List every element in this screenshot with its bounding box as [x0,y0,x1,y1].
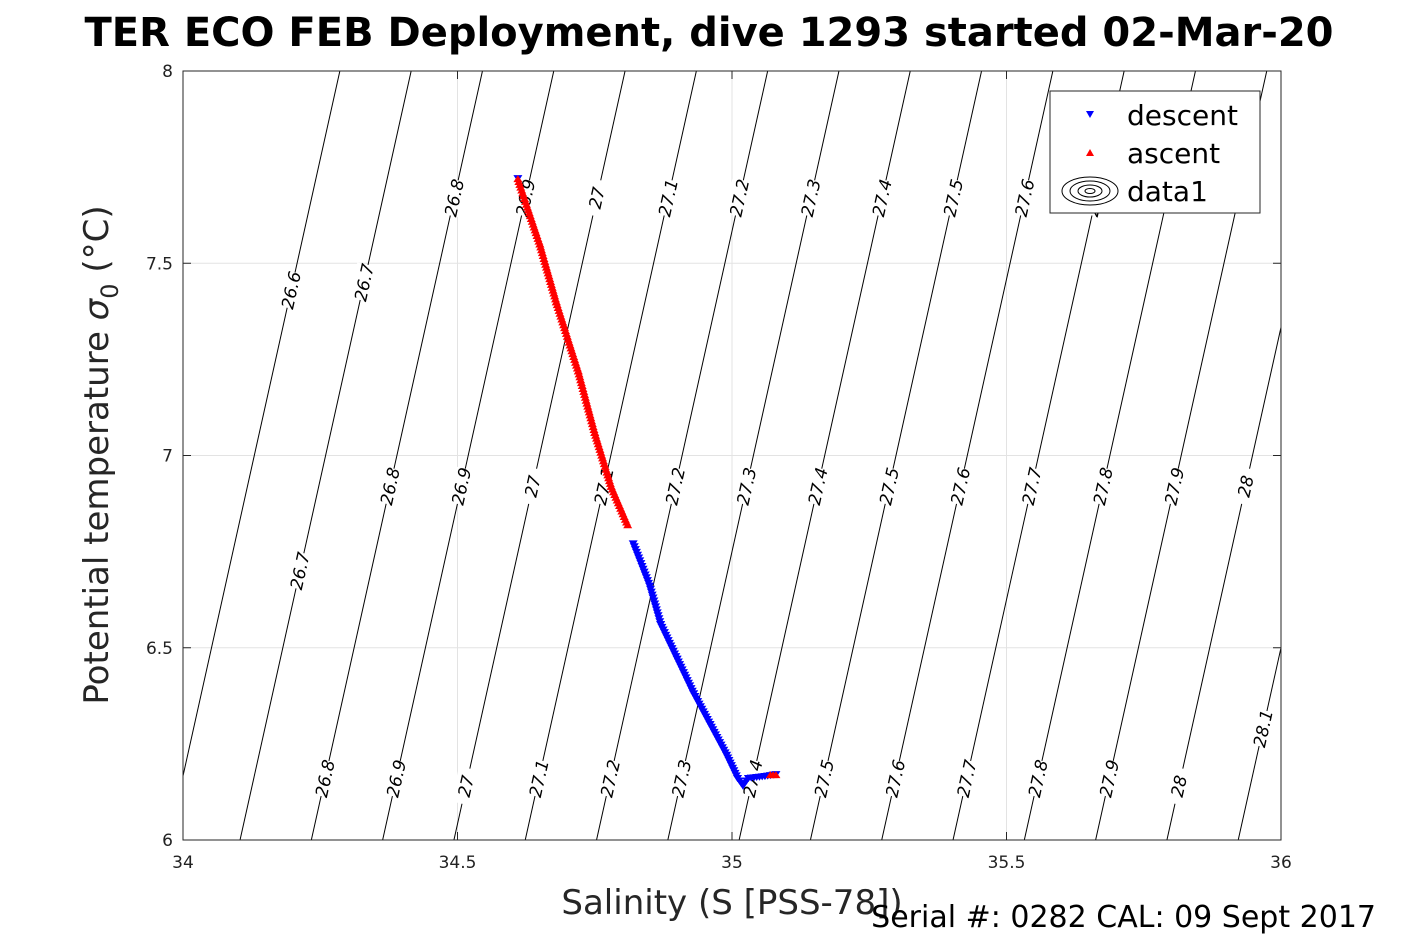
contour-label: 27 [586,185,610,211]
contour-label-bg [518,466,548,507]
legend-label-data1: data1 [1127,175,1208,208]
ascent-marker [623,521,633,529]
y-tick-label: 6.5 [146,639,173,659]
y-axis-label-unit: (°C) [77,205,117,272]
isopycnal-line [1166,325,1281,840]
contour-label-bg [381,758,411,799]
contour-label-bg [451,766,481,807]
contour-label: 28 [1168,773,1192,799]
contour-label-bg [285,550,315,591]
x-tick-label: 34.5 [439,853,477,873]
legend-contour-icon [1084,188,1096,194]
contour-label-bg [1009,177,1040,218]
legend-contour-icon [1061,176,1119,206]
contour-label-bg [349,262,379,303]
contour-label-bg [1094,758,1124,799]
x-tick-label: 35 [721,853,743,873]
isopycnal-line [1310,71,1417,840]
contour-label-bg [660,466,690,507]
legend-ascent-marker [1086,149,1094,156]
x-tick-label: 35.5 [988,853,1026,873]
contour-label-bg [653,177,683,218]
contour-label-bg [945,466,976,507]
contour-label-bg [524,758,554,799]
contour-label-bg [375,466,405,507]
y-tick-label: 7 [162,447,173,467]
contour-label-bg [1159,466,1189,507]
isopycnal-line [183,71,341,779]
contour-label-bg [880,758,911,799]
contour-label-bg [1164,766,1194,807]
contour-label-bg [809,758,839,799]
contour-label-bg [1230,466,1261,507]
x-tick-label: 36 [1270,853,1292,873]
contour-label-bg [867,177,897,218]
legend: descent ascent data1 [1049,90,1261,214]
legend-contour-icon [1069,180,1111,202]
y-tick-label: 7.5 [146,254,173,274]
contour-label-bg [938,177,968,218]
x-tick-label: 34 [172,853,194,873]
ascent-marker [771,771,781,779]
contour-label-bg [731,466,762,507]
axis-ticks: 34 34.5 35 35.5 36 6 6.5 7 7.5 8 [146,62,1292,873]
chart-title: TER ECO FEB Deployment, dive 1293 starte… [84,10,1333,56]
contour-label: 28 [1235,474,1259,500]
y-axis-label-symbol: σ [77,297,117,320]
contour-label-bg [1248,708,1278,749]
contour-label-bg [724,177,755,218]
contour-label-bg [1017,466,1047,507]
contour-label-bg [439,177,469,218]
contour-label-bg [446,466,476,507]
contour-label-bg [796,177,826,218]
legend-descent-marker [1086,111,1094,118]
data-series [513,175,781,790]
serial-cal-text: Serial #: 0282 CAL: 09 Sept 2017 [871,900,1376,935]
legend-contour-icon [1077,184,1103,198]
contour-label-bg [589,466,619,507]
legend-label-ascent: ascent [1127,137,1220,170]
contour-label-bg [666,758,697,799]
contour-label-bg [803,466,833,507]
y-tick-label: 8 [162,62,173,82]
y-tick-label: 6 [162,831,173,851]
contour-label-bg [1023,758,1053,799]
y-axis-label-sub: 0 [96,283,124,298]
isopycnal-line [1381,71,1417,840]
isopycnal-line [239,71,412,840]
contour-label-bg [1088,466,1118,507]
contour-label-bg [595,758,625,799]
legend-label-descent: descent [1127,99,1238,132]
contour-label-bg [276,270,306,311]
contour-label-bg [582,177,612,218]
legend-box [1049,90,1261,214]
contour-label-bg [310,758,340,799]
contour-label-bg [874,466,904,507]
y-axis-label: Potential temperature σ0 (°C) [77,205,124,704]
contour-label: 27 [522,474,546,500]
y-axis-label-text: Potential temperature [77,331,117,704]
contour-label-bg [952,758,982,799]
contour-label: 27 [455,773,479,799]
x-axis-label: Salinity (S [PSS-78]) [561,883,902,923]
